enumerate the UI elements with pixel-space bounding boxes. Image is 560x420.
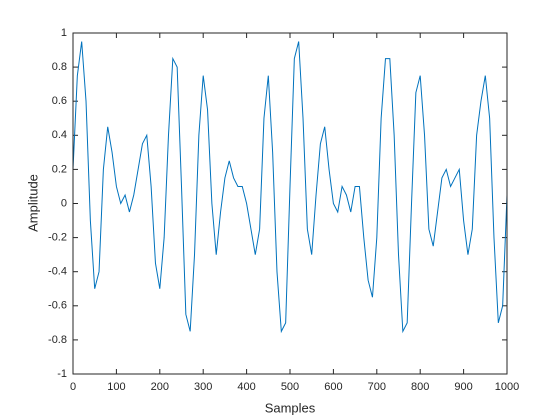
y-tick-label: -1 xyxy=(57,368,67,380)
x-tick-label: 700 xyxy=(368,381,386,393)
x-tick-label: 100 xyxy=(107,381,125,393)
x-tick-label: 1000 xyxy=(495,381,519,393)
y-tick-label: 0.2 xyxy=(52,163,67,175)
data-line xyxy=(72,41,508,334)
y-tick-label: -0.4 xyxy=(48,266,67,278)
y-tick-label: 0.6 xyxy=(52,95,67,107)
y-tick-label: -0.2 xyxy=(48,232,67,244)
y-tick-label: 0 xyxy=(61,197,67,209)
y-axis-label: Amplitude xyxy=(25,174,40,232)
y-tick-label: -0.8 xyxy=(48,334,67,346)
x-tick-label: 0 xyxy=(70,381,76,393)
x-axis-label: Samples xyxy=(265,400,316,415)
axes-box xyxy=(72,32,508,375)
x-tick-label: 200 xyxy=(151,381,169,393)
y-tick-label: 0.4 xyxy=(52,129,67,141)
x-tick-label: 800 xyxy=(411,381,429,393)
plot-area xyxy=(73,33,507,374)
y-tick-label: 1 xyxy=(61,27,67,39)
x-tick-label: 500 xyxy=(281,381,299,393)
y-tick-label: -0.6 xyxy=(48,300,67,312)
y-tick-label: 0.8 xyxy=(52,61,67,73)
x-tick-label: 900 xyxy=(454,381,472,393)
x-tick-label: 400 xyxy=(237,381,255,393)
x-tick-label: 600 xyxy=(324,381,342,393)
x-tick-label: 300 xyxy=(194,381,212,393)
